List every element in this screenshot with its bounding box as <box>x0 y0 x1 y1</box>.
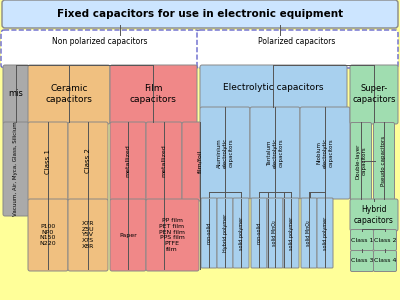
Text: non-solid: non-solid <box>256 222 262 244</box>
Text: PP film
PET film
PEN film
PPS film
PTFE
film: PP film PET film PEN film PPS film PTFE … <box>159 218 185 252</box>
FancyBboxPatch shape <box>374 230 396 250</box>
FancyBboxPatch shape <box>28 122 68 201</box>
Text: film/foil: film/foil <box>198 149 202 173</box>
Text: Hybrid polymer: Hybrid polymer <box>222 214 228 252</box>
Text: mis: mis <box>8 89 24 98</box>
Text: P100
NP0
N150
N220: P100 NP0 N150 N220 <box>40 224 56 246</box>
FancyBboxPatch shape <box>374 250 396 272</box>
Text: Tantalum
electrolytic
capacitors: Tantalum electrolytic capacitors <box>267 138 283 168</box>
Text: solid polymer: solid polymer <box>238 216 244 250</box>
FancyBboxPatch shape <box>182 122 218 201</box>
FancyBboxPatch shape <box>1 30 199 68</box>
FancyBboxPatch shape <box>200 65 347 109</box>
Text: Vacuum, Air, Myca, Glass, Silicium: Vacuum, Air, Myca, Glass, Silicium <box>14 122 18 216</box>
FancyBboxPatch shape <box>251 198 267 268</box>
Text: Fixed capacitors for use in electronic equipment: Fixed capacitors for use in electronic e… <box>57 9 343 19</box>
Text: metallized: metallized <box>126 145 130 177</box>
FancyBboxPatch shape <box>110 199 146 271</box>
Text: Hybrid
capacitors: Hybrid capacitors <box>354 205 394 225</box>
FancyBboxPatch shape <box>3 122 29 216</box>
Text: Electrolytic capacitors: Electrolytic capacitors <box>223 82 323 91</box>
Text: Class 3: Class 3 <box>351 259 373 263</box>
FancyBboxPatch shape <box>301 198 317 268</box>
FancyBboxPatch shape <box>200 107 250 199</box>
FancyBboxPatch shape <box>350 122 372 200</box>
Text: metallized: metallized <box>162 145 166 177</box>
FancyBboxPatch shape <box>68 199 108 271</box>
Text: Non polarized capacitors: Non polarized capacitors <box>52 38 148 46</box>
FancyBboxPatch shape <box>300 107 350 199</box>
Text: Film
capacitors: Film capacitors <box>130 84 176 104</box>
FancyBboxPatch shape <box>201 198 217 268</box>
Text: Class 1: Class 1 <box>45 148 51 173</box>
Text: Double-layer
capacitors: Double-layer capacitors <box>356 143 366 179</box>
FancyBboxPatch shape <box>233 198 249 268</box>
Text: Niobium
electrolytic
capacitors: Niobium electrolytic capacitors <box>317 138 333 168</box>
Text: solid polymer: solid polymer <box>322 216 328 250</box>
Text: Class 1: Class 1 <box>351 238 373 242</box>
FancyBboxPatch shape <box>197 30 398 68</box>
Text: non-solid: non-solid <box>206 222 212 244</box>
FancyBboxPatch shape <box>110 65 197 124</box>
FancyBboxPatch shape <box>2 0 398 28</box>
Text: solid MnO₂: solid MnO₂ <box>272 220 278 246</box>
Text: Paper: Paper <box>119 232 137 238</box>
Text: Polarized capacitors: Polarized capacitors <box>258 38 336 46</box>
FancyBboxPatch shape <box>283 198 299 268</box>
Text: Class 4: Class 4 <box>374 259 396 263</box>
FancyBboxPatch shape <box>146 199 199 271</box>
FancyBboxPatch shape <box>217 198 233 268</box>
FancyBboxPatch shape <box>350 230 374 250</box>
Text: solid polymer: solid polymer <box>288 216 294 250</box>
FancyBboxPatch shape <box>317 198 333 268</box>
Text: Class 2: Class 2 <box>374 238 396 242</box>
Text: Pseudo capacitors: Pseudo capacitors <box>382 136 386 186</box>
FancyBboxPatch shape <box>146 122 182 201</box>
FancyBboxPatch shape <box>374 122 394 200</box>
FancyBboxPatch shape <box>267 198 283 268</box>
FancyBboxPatch shape <box>28 199 68 271</box>
Text: Ceramic
capacitors: Ceramic capacitors <box>46 84 92 104</box>
FancyBboxPatch shape <box>250 107 300 199</box>
FancyBboxPatch shape <box>110 122 146 201</box>
Text: X7R
Z5U
Y5V
X7S
X8R: X7R Z5U Y5V X7S X8R <box>82 221 94 249</box>
FancyBboxPatch shape <box>350 250 374 272</box>
FancyBboxPatch shape <box>350 65 398 124</box>
FancyBboxPatch shape <box>68 122 108 201</box>
Text: Class 2: Class 2 <box>85 148 91 173</box>
Text: Super-
capacitors: Super- capacitors <box>352 84 396 104</box>
FancyBboxPatch shape <box>28 65 110 124</box>
FancyBboxPatch shape <box>3 65 29 124</box>
Text: solid MnO₂: solid MnO₂ <box>306 220 312 246</box>
FancyBboxPatch shape <box>350 199 398 231</box>
Text: Aluminium
electrolytic
capacitors: Aluminium electrolytic capacitors <box>217 138 233 168</box>
